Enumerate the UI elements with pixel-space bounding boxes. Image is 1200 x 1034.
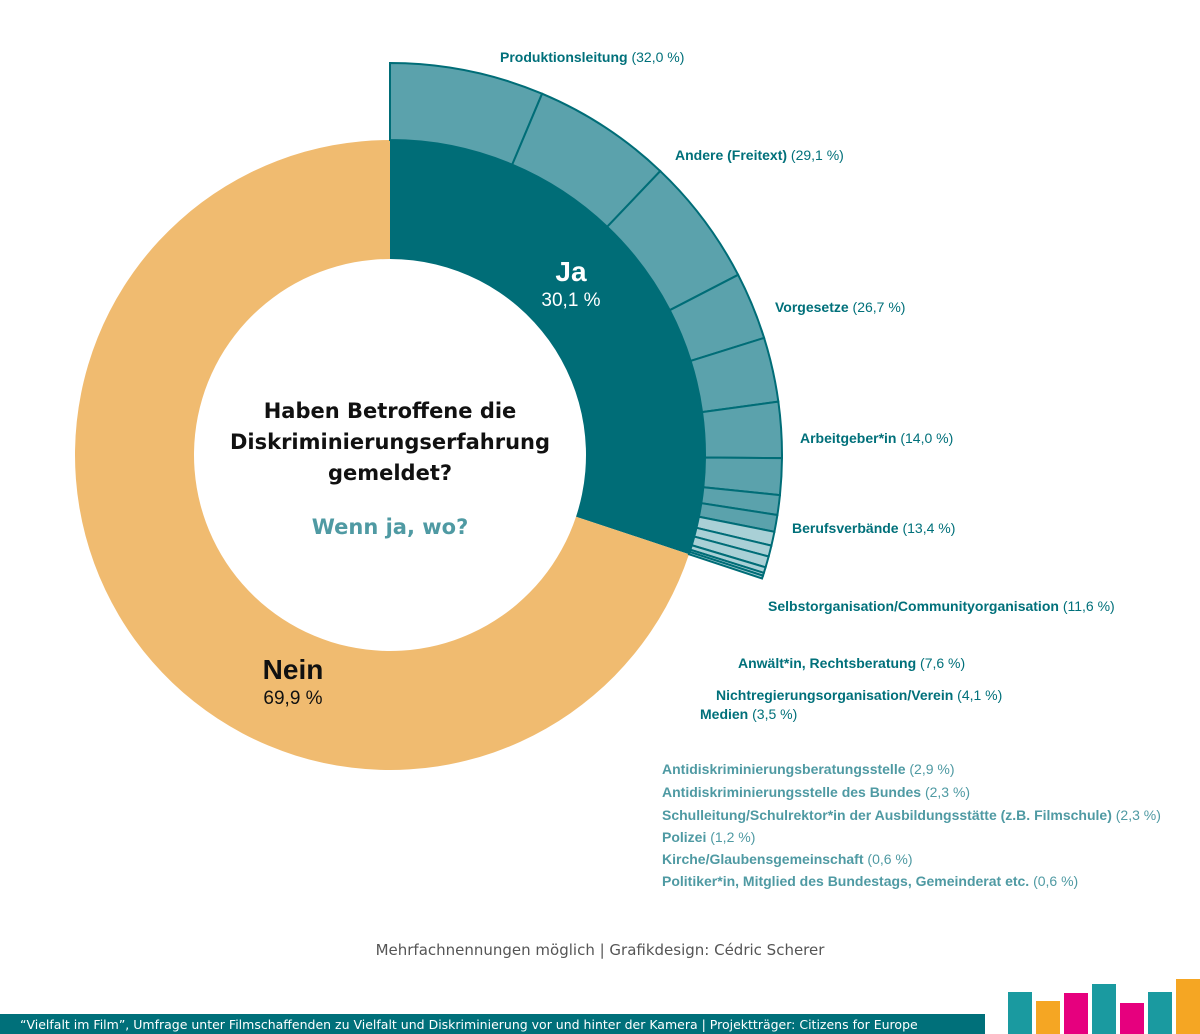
value-nein: 69,9 % (263, 688, 322, 709)
logo-bar (1176, 979, 1200, 1034)
label-nichtregierungsorganisation-verein: Nichtregierungsorganisation/Verein (4,1 … (716, 687, 1002, 703)
chart-title-line: Diskriminierungserfahrung (230, 430, 550, 454)
logo-bar (1008, 992, 1032, 1034)
outer-ring (389, 61, 783, 580)
label-berufsverb-nde: Berufsverbände (13,4 %) (792, 520, 955, 536)
source-text: “Vielfalt im Film”, Umfrage unter Filmsc… (20, 1017, 918, 1032)
label-schulleitung-schulrektor-in-der-ausbildungsst-tte-z-b-filmschule: Schulleitung/Schulrektor*in der Ausbildu… (662, 807, 1161, 823)
ring-labels: Ja 30,1 % Nein 69,9 % (263, 256, 601, 709)
logo-bar (1148, 992, 1172, 1034)
label-antidiskriminierungsberatungsstelle: Antidiskriminierungsberatungsstelle (2,9… (662, 761, 955, 777)
logo-bar (1092, 984, 1116, 1034)
logo-bar (1120, 1003, 1144, 1034)
chart-title-line: Haben Betroffene die (264, 399, 517, 423)
label-ja: Ja (555, 256, 587, 287)
outer-labels: Produktionsleitung (32,0 %) Andere (Freit… (500, 49, 1161, 889)
label-vorgesetze: Vorgesetze (26,7 %) (775, 299, 905, 315)
label-anw-lt-in-rechtsberatung: Anwält*in, Rechtsberatung (7,6 %) (738, 655, 965, 671)
slice-ja (390, 140, 706, 555)
chart-subtitle: Wenn ja, wo? (312, 515, 469, 539)
label-nein: Nein (263, 654, 324, 685)
source-bar (0, 1014, 985, 1034)
label-andere-freitext: Andere (Freitext) (29,1 %) (675, 147, 844, 163)
slice-nein (74, 140, 689, 770)
center-text: Haben Betroffene die Diskriminierungserfa… (230, 399, 550, 539)
label-produktionsleitung: Produktionsleitung (32,0 %) (500, 49, 684, 65)
label-medien: Medien (3,5 %) (700, 706, 797, 722)
footer-note: Mehrfachnennungen möglich | Grafikdesign… (375, 941, 825, 959)
logo-bar (1064, 993, 1088, 1034)
logo-bar (1036, 1001, 1060, 1034)
slice-politiker-in-mitglied-des-bundestags-gemeinderat-etc (687, 550, 765, 580)
value-ja: 30,1 % (541, 290, 600, 311)
label-politiker-in-mitglied-des-bundestags-gemeinderat-etc: Politiker*in, Mitglied des Bundestags, G… (662, 873, 1078, 889)
label-selbstorganisation-communityorganisation: Selbstorganisation/Communityorganisation… (768, 598, 1115, 614)
label-polizei: Polizei (1,2 %) (662, 829, 755, 845)
inner-ring (74, 140, 706, 770)
label-arbeitgeber-in: Arbeitgeber*in (14,0 %) (800, 430, 953, 446)
label-antidiskriminierungsstelle-des-bundes: Antidiskriminierungsstelle des Bundes (2… (662, 784, 970, 800)
chart-title-line: gemeldet? (328, 461, 452, 485)
label-kirche-glaubensgemeinschaft: Kirche/Glaubensgemeinschaft (0,6 %) (662, 851, 913, 867)
